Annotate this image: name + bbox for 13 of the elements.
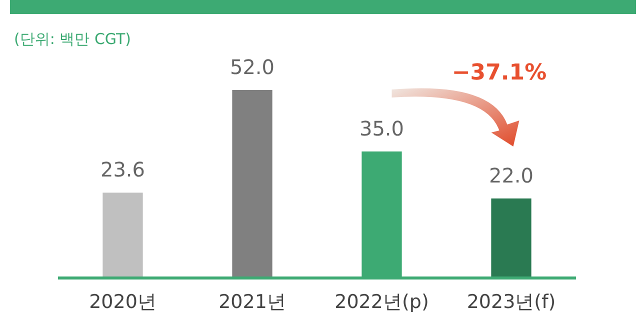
x-tick-label: 2020년 bbox=[89, 291, 156, 313]
x-tick-label: 2023년(f) bbox=[466, 291, 556, 313]
chart-subtitle: (단위: 백만 CGT) bbox=[14, 30, 132, 48]
bar bbox=[491, 198, 532, 278]
x-tick-label: 2022년(p) bbox=[334, 291, 429, 313]
data-label: 23.6 bbox=[100, 158, 146, 182]
x-tick-label: 2021년 bbox=[218, 291, 286, 313]
text: −37.1% bbox=[452, 60, 547, 86]
data-label: 22.0 bbox=[488, 163, 534, 188]
bar bbox=[102, 192, 143, 278]
bar bbox=[232, 90, 272, 278]
data-label: 35.0 bbox=[359, 116, 404, 140]
data-label: 52.0 bbox=[230, 55, 275, 79]
